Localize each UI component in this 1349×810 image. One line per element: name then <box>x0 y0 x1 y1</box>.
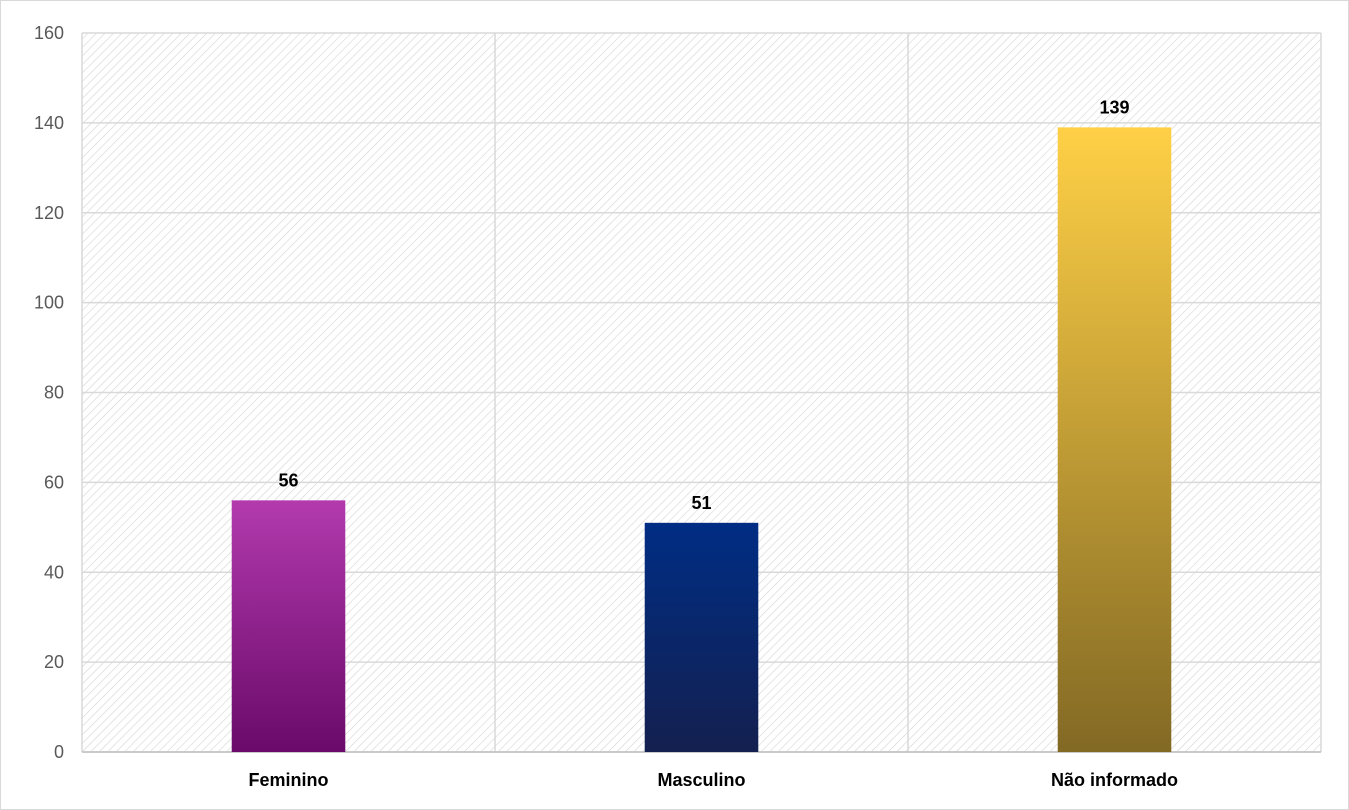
data-label: 51 <box>691 493 711 513</box>
y-tick-label: 20 <box>44 652 64 672</box>
y-tick-label: 60 <box>44 472 64 492</box>
data-label: 139 <box>1099 97 1129 117</box>
x-axis-categories: Feminino Masculino Não informado <box>249 770 1179 790</box>
y-tick-label: 40 <box>44 562 64 582</box>
data-labels: 56 51 139 <box>278 97 1129 512</box>
y-tick-label: 160 <box>34 23 64 43</box>
bar-n-o-informado <box>1057 127 1172 752</box>
x-category-label: Não informado <box>1051 770 1178 790</box>
bar-masculino <box>644 522 759 752</box>
y-tick-label: 0 <box>54 742 64 762</box>
x-category-label: Feminino <box>249 770 329 790</box>
y-tick-label: 140 <box>34 113 64 133</box>
y-tick-label: 100 <box>34 293 64 313</box>
bars <box>231 127 1172 752</box>
bar-feminino <box>231 500 346 752</box>
x-category-label: Masculino <box>657 770 745 790</box>
y-tick-label: 80 <box>44 383 64 403</box>
data-label: 56 <box>278 470 298 490</box>
y-tick-label: 120 <box>34 203 64 223</box>
y-axis-ticks: 0 20 40 60 80 100 120 140 160 <box>34 23 64 762</box>
